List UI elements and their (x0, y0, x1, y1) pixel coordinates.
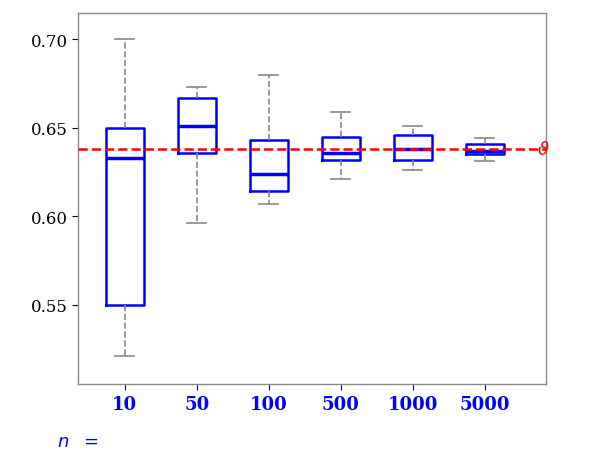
Text: $\vartheta$: $\vartheta$ (536, 141, 550, 159)
Text: $n\ \ =$: $n\ \ =$ (57, 432, 99, 450)
